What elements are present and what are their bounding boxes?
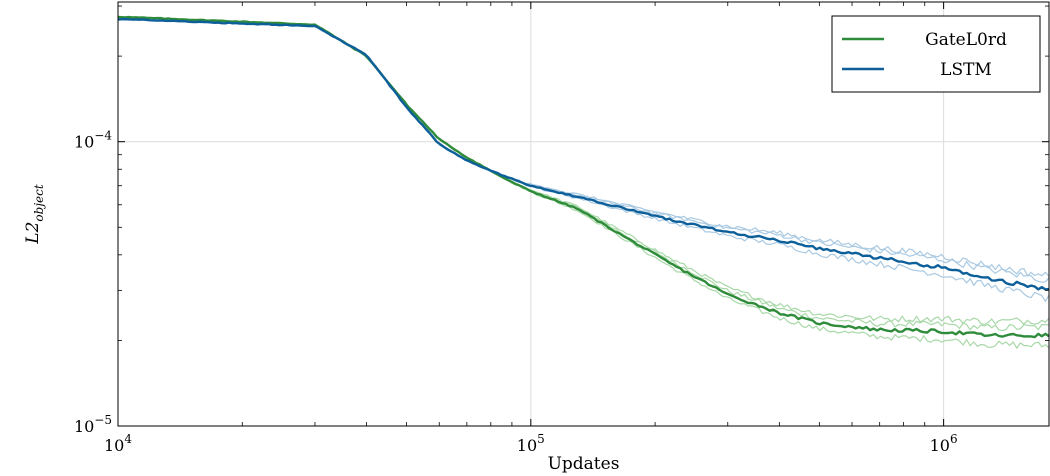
series-line-lstm xyxy=(117,17,1050,291)
y-axis-title: L2object xyxy=(23,184,46,245)
y-tick-base: 10 xyxy=(74,417,94,436)
x-tick-label-1: 105 xyxy=(517,432,545,455)
x-tick-base: 10 xyxy=(517,436,537,455)
x-tick-exponent: 5 xyxy=(537,432,545,446)
y-axis-title-base: L2 xyxy=(23,222,43,245)
y-tick-exponent: −4 xyxy=(94,129,112,143)
x-tick-label-0: 104 xyxy=(104,432,132,455)
series-line-gatel0rd xyxy=(117,15,1050,339)
y-tick-label-0: 10−5 xyxy=(74,413,112,436)
plot-frame xyxy=(117,1,1050,427)
x-tick-base: 10 xyxy=(930,436,950,455)
x-tick-label-2: 106 xyxy=(930,432,958,455)
legend: GateL0rd LSTM xyxy=(831,15,1041,93)
series-lines xyxy=(117,15,1050,339)
legend-label-gatel0rd: GateL0rd xyxy=(925,30,1007,50)
y-axis-title-subscript: object xyxy=(32,184,46,221)
legend-box xyxy=(831,15,1041,93)
x-axis-title: Updates xyxy=(548,454,620,474)
axis-ticks xyxy=(117,2,1049,427)
x-tick-exponent: 6 xyxy=(950,432,958,446)
y-tick-base: 10 xyxy=(74,133,94,152)
y-tick-label-1: 10−4 xyxy=(74,129,112,152)
x-tick-base: 10 xyxy=(104,436,124,455)
x-tick-exponent: 4 xyxy=(124,432,132,446)
legend-label-lstm: LSTM xyxy=(940,60,992,80)
y-tick-exponent: −5 xyxy=(94,413,112,427)
